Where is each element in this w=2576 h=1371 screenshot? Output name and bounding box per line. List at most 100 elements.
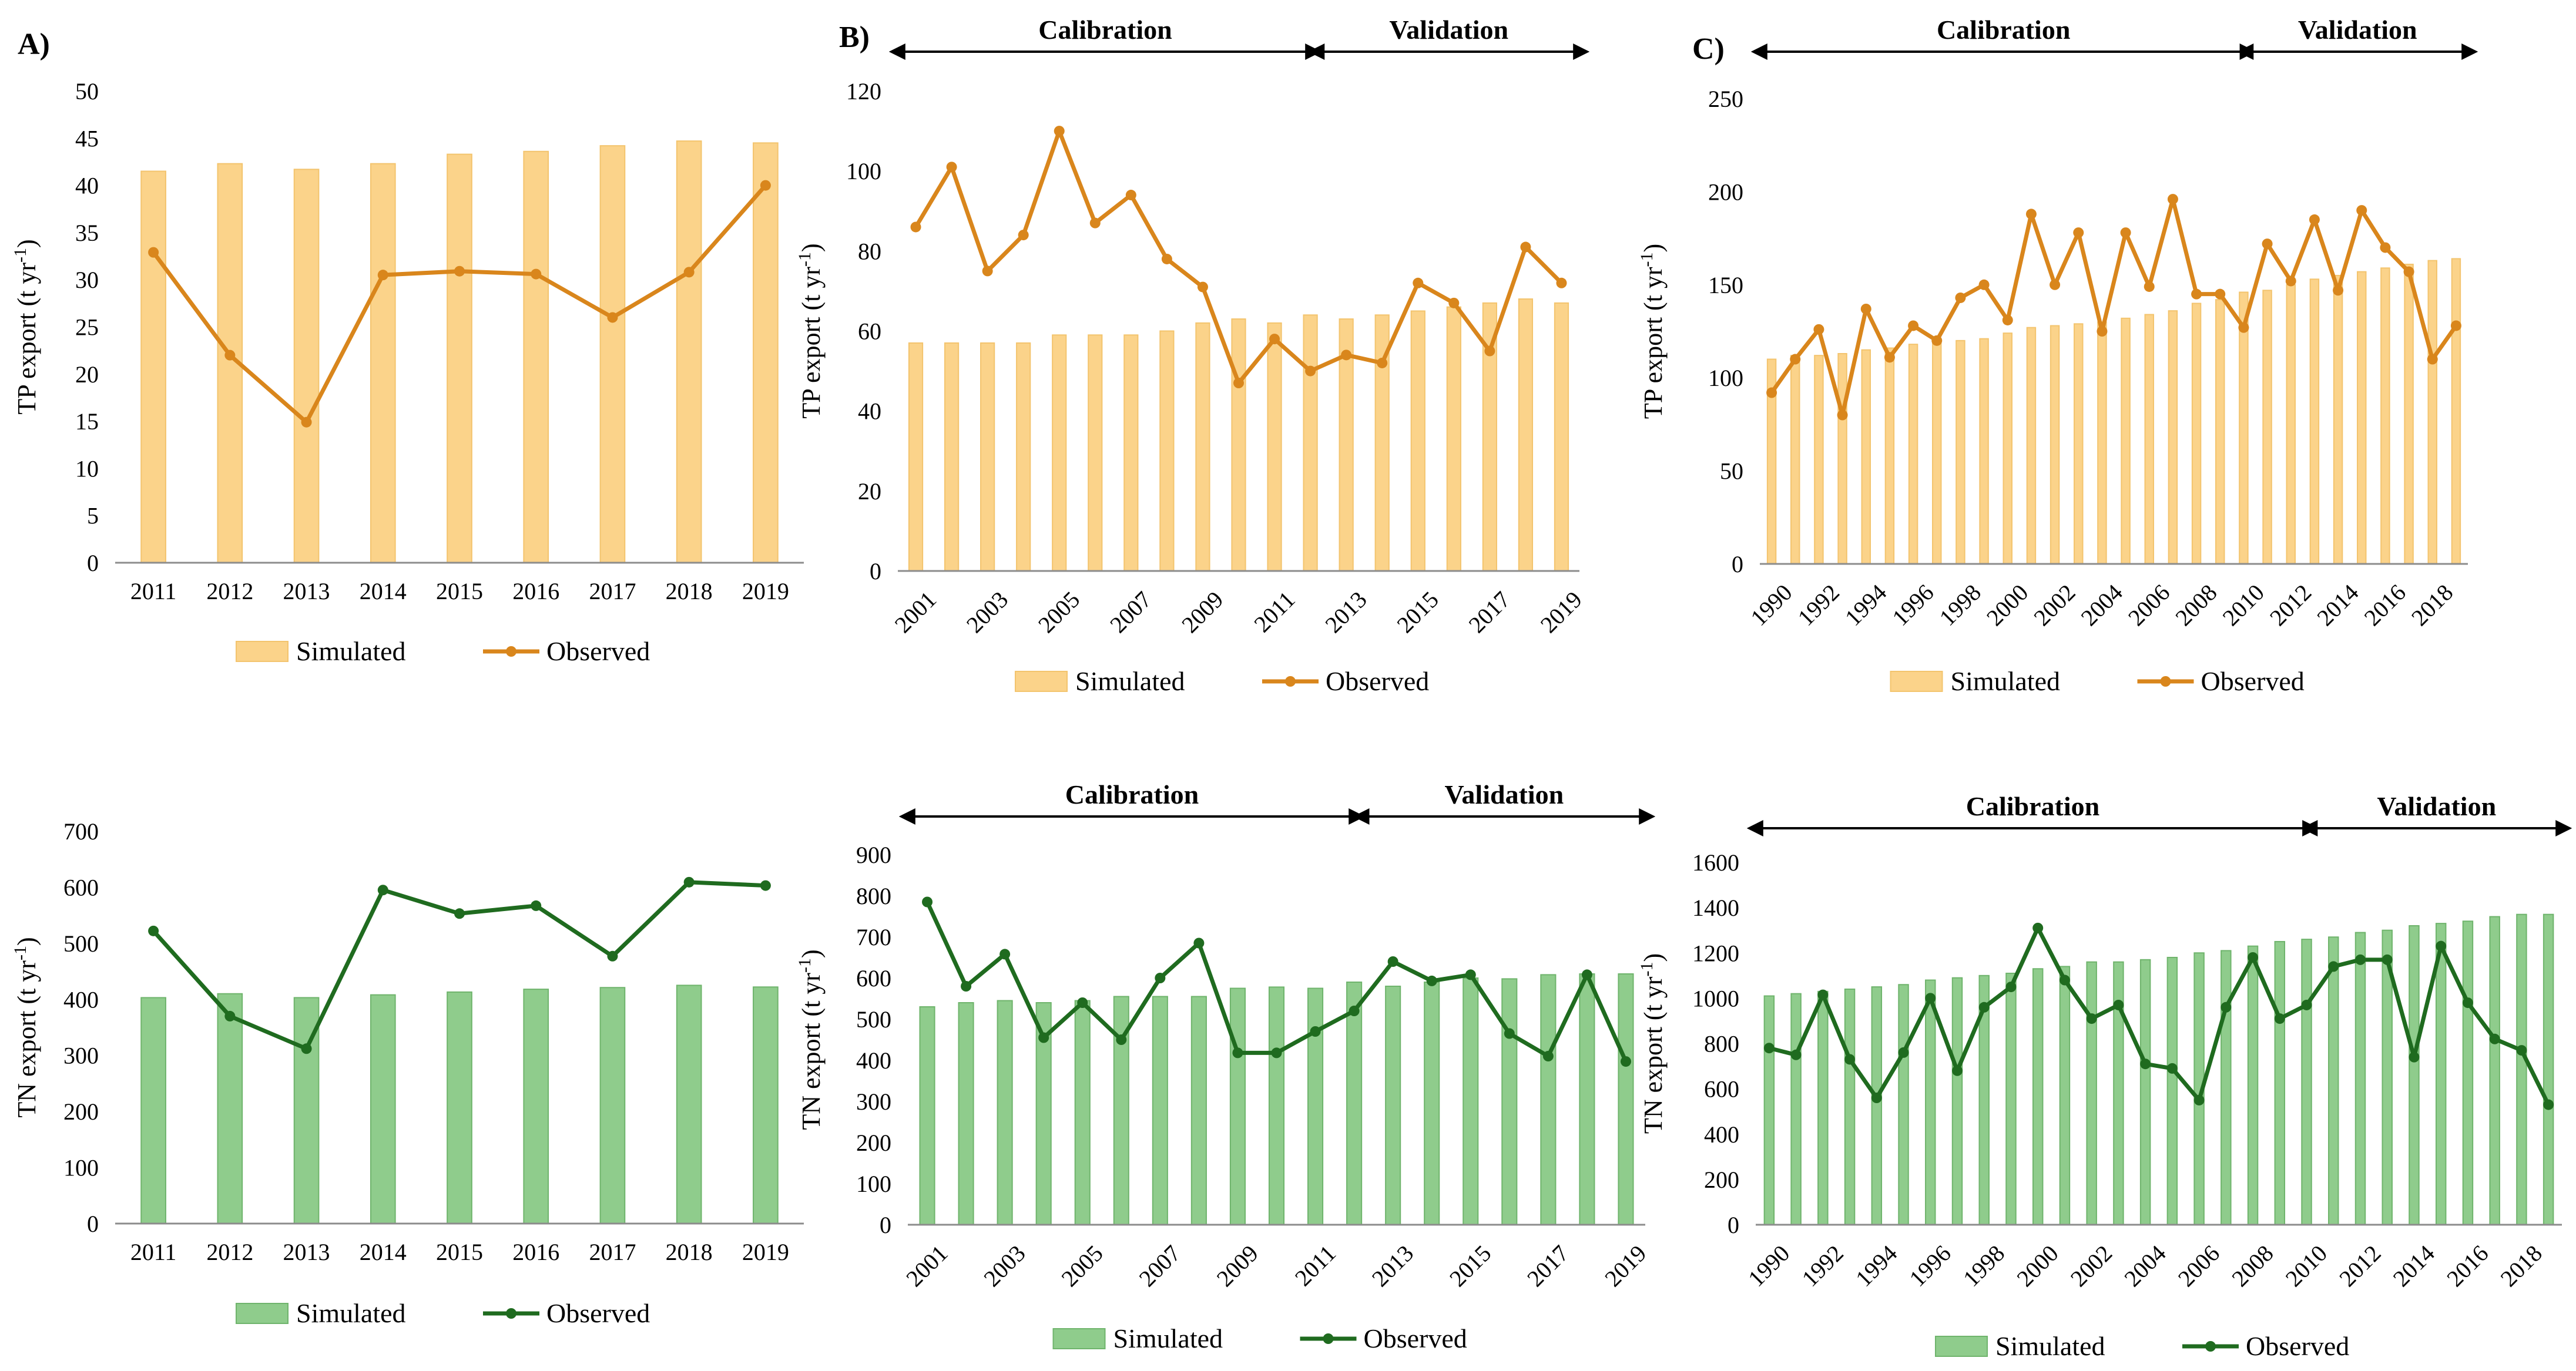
simulated-bar bbox=[1979, 338, 1989, 564]
x-tick-label: 2006 bbox=[2123, 579, 2175, 631]
y-axis-title: TP export (t yr-1) bbox=[11, 239, 41, 414]
x-tick-label: 1994 bbox=[1850, 1240, 1902, 1292]
simulated-bar bbox=[2451, 258, 2461, 564]
legend-simulated-label: Simulated bbox=[1951, 666, 2061, 696]
observed-point bbox=[2005, 982, 2017, 993]
observed-point bbox=[607, 312, 618, 323]
x-tick-label: 2017 bbox=[1464, 586, 1515, 638]
legend-observed-marker bbox=[2160, 676, 2171, 687]
x-tick-label: 2008 bbox=[2170, 579, 2222, 631]
x-tick-label: 2015 bbox=[436, 1239, 483, 1265]
x-tick-label: 2011 bbox=[130, 1239, 177, 1265]
observed-point bbox=[1763, 1043, 1775, 1054]
panel-b-tp-chart: 0 20 40 60 80 100 120 2001 2003 2005 2007 2009 2011 2… bbox=[795, 15, 1590, 696]
simulated-bar bbox=[1195, 322, 1210, 572]
simulated-bar bbox=[2059, 966, 2071, 1225]
observed-line bbox=[1770, 197, 2458, 418]
simulated-bar bbox=[217, 993, 243, 1224]
calibration-label: Calibration bbox=[1065, 779, 1199, 809]
observed-point bbox=[2285, 275, 2296, 287]
y-tick-label: 0 bbox=[1732, 551, 1743, 577]
panel-label: B) bbox=[839, 21, 870, 54]
y-tick-label: 30 bbox=[75, 267, 99, 293]
y-tick-label: 300 bbox=[63, 1043, 99, 1069]
simulated-bar bbox=[1540, 974, 1557, 1226]
observed-point bbox=[1448, 297, 1460, 308]
simulated-bar bbox=[1346, 982, 1363, 1225]
observed-point bbox=[2191, 288, 2202, 300]
simulated-bar bbox=[1932, 342, 1942, 564]
legend-simulated-label: Simulated bbox=[1075, 666, 1185, 696]
y-tick-label: 50 bbox=[75, 78, 99, 105]
observed-point bbox=[224, 350, 236, 361]
observed-point bbox=[1077, 997, 1088, 1008]
simulated-bar bbox=[1307, 987, 1324, 1225]
observed-point bbox=[1484, 345, 1495, 357]
panel-a-tn-chart: 0 100 200 300 400 500 600 700 2011 2012 2013 2014 20… bbox=[11, 818, 804, 1328]
x-tick-label: 2017 bbox=[589, 578, 636, 604]
simulated-bar bbox=[1908, 344, 1918, 565]
observed-point bbox=[760, 880, 771, 891]
x-tick-label: 2000 bbox=[2011, 1240, 2063, 1292]
y-axis-title: TN export (t yr-1) bbox=[795, 949, 826, 1130]
simulated-bar bbox=[370, 163, 396, 563]
observed-point bbox=[1271, 1047, 1282, 1059]
x-tick-label: 2009 bbox=[1176, 586, 1228, 638]
y-tick-label: 40 bbox=[858, 398, 881, 425]
observed-point bbox=[2086, 1013, 2097, 1024]
simulated-bar bbox=[753, 142, 779, 563]
observed-point bbox=[760, 180, 771, 191]
legend-observed-label: Observed bbox=[2201, 666, 2305, 696]
y-tick-label: 35 bbox=[75, 220, 99, 246]
x-tick-label: 2015 bbox=[1444, 1240, 1496, 1292]
x-tick-label: 2016 bbox=[2441, 1240, 2493, 1292]
simulated-bar bbox=[1763, 995, 1775, 1226]
simulated-bar bbox=[1410, 310, 1425, 572]
observed-point bbox=[1952, 1065, 1963, 1076]
simulated-bar bbox=[944, 342, 960, 572]
simulated-bar bbox=[1844, 988, 1856, 1225]
observed-point bbox=[2436, 940, 2447, 952]
simulated-bar bbox=[2333, 274, 2343, 564]
simulated-bar bbox=[523, 989, 549, 1224]
simulated-bar bbox=[2404, 263, 2414, 564]
observed-point bbox=[2032, 922, 2044, 933]
y-axis-title: TN export (t yr-1) bbox=[11, 937, 41, 1117]
x-tick-label: 2018 bbox=[2496, 1240, 2547, 1292]
observed-point bbox=[1844, 1054, 1856, 1065]
observed-point bbox=[922, 896, 933, 908]
observed-point bbox=[2050, 279, 2061, 290]
observed-point bbox=[1884, 352, 1895, 363]
x-tick-label: 1996 bbox=[1904, 1240, 1956, 1292]
y-tick-label: 200 bbox=[1708, 179, 1743, 205]
simulated-bar bbox=[2301, 939, 2312, 1226]
observed-point bbox=[999, 949, 1011, 960]
x-tick-label: 1992 bbox=[1797, 1240, 1849, 1292]
simulated-bar bbox=[2139, 959, 2151, 1225]
y-tick-label: 200 bbox=[63, 1098, 99, 1125]
simulated-bar bbox=[2032, 968, 2044, 1226]
observed-point bbox=[1038, 1032, 1049, 1043]
legend-simulated-label: Simulated bbox=[1113, 1323, 1223, 1353]
simulated-bar bbox=[753, 986, 779, 1224]
x-tick-label: 2016 bbox=[512, 1239, 559, 1265]
simulated-bar bbox=[140, 170, 166, 563]
observed-point bbox=[454, 266, 465, 277]
simulated-bar bbox=[2427, 260, 2437, 564]
simulated-bar bbox=[2516, 913, 2527, 1225]
legend-simulated-swatch bbox=[1015, 671, 1068, 692]
x-tick-label: 2005 bbox=[1033, 586, 1085, 638]
observed-point bbox=[1978, 279, 1990, 290]
simulated-bar bbox=[1152, 996, 1168, 1225]
simulated-bar bbox=[1446, 306, 1461, 572]
simulated-bar bbox=[2239, 291, 2249, 564]
observed-point bbox=[2248, 952, 2259, 963]
legend-simulated-swatch bbox=[236, 1303, 289, 1324]
observed-point bbox=[2355, 954, 2366, 965]
simulated-bar bbox=[2354, 932, 2366, 1225]
simulated-bar bbox=[447, 991, 472, 1224]
validation-label: Validation bbox=[2377, 791, 2496, 821]
x-tick-label: 2011 bbox=[1290, 1240, 1341, 1291]
y-tick-label: 800 bbox=[1704, 1031, 1739, 1057]
simulated-bar bbox=[2380, 267, 2390, 564]
